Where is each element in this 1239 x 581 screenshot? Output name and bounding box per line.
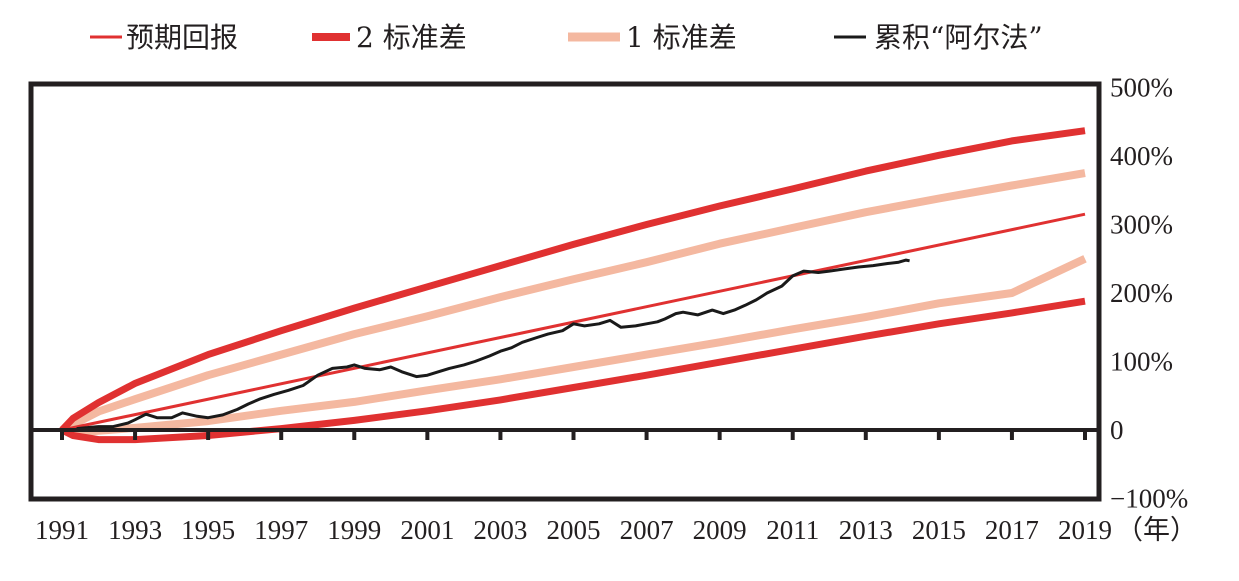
x-tick-label-2005: 2005 bbox=[547, 515, 601, 545]
x-axis-ticks bbox=[60, 430, 1087, 440]
legend-item-2-sd: 2 标准差 bbox=[312, 21, 467, 54]
plot-frame bbox=[28, 81, 1102, 502]
x-tick-label-1997: 1997 bbox=[254, 515, 308, 545]
x-tick-label-1995: 1995 bbox=[181, 515, 235, 545]
y-tick-label-100: 100% bbox=[1110, 347, 1173, 377]
legend-label-expected-return: 预期回报 bbox=[126, 21, 238, 54]
legend-item-1-sd: 1 标准差 bbox=[568, 21, 737, 54]
series-1-sd-lower-line bbox=[61, 255, 1087, 437]
x-tick-label-2003: 2003 bbox=[473, 515, 527, 545]
y-tick-label-300: 300% bbox=[1110, 210, 1173, 240]
legend: 预期回报 2 标准差 1 标准差 累积“阿尔法” bbox=[90, 21, 1043, 54]
x-axis-labels: 1991 1993 1995 1997 1999 2001 2003 2005 2007 2009… bbox=[35, 515, 1112, 545]
x-tick-label-2011: 2011 bbox=[766, 515, 819, 545]
x-tick-label-2015: 2015 bbox=[912, 515, 966, 545]
legend-label-2-sd: 2 标准差 bbox=[356, 21, 467, 54]
legend-item-expected-return: 预期回报 bbox=[90, 21, 238, 54]
series-cumulative-alpha bbox=[76, 258, 910, 431]
x-tick-label-2017: 2017 bbox=[985, 515, 1039, 545]
series-2-sd-upper-line bbox=[59, 127, 1086, 433]
x-tick-label-1993: 1993 bbox=[108, 515, 162, 545]
series-1-sd bbox=[60, 169, 1087, 437]
x-tick-label-1999: 1999 bbox=[327, 515, 381, 545]
x-tick-label-2019: 2019 bbox=[1058, 515, 1112, 545]
legend-label-cumulative-alpha: 累积“阿尔法” bbox=[874, 21, 1043, 54]
series-expected-return-line bbox=[61, 212, 1086, 432]
series-1-sd-upper-line bbox=[60, 169, 1086, 434]
y-tick-label-500: 500% bbox=[1110, 73, 1173, 103]
series-2-sd bbox=[59, 127, 1086, 444]
y-tick-label-200: 200% bbox=[1110, 278, 1173, 308]
series-expected-return bbox=[61, 212, 1086, 432]
legend-item-cumulative-alpha: 累积“阿尔法” bbox=[834, 21, 1043, 54]
x-tick-label-2013: 2013 bbox=[839, 515, 893, 545]
y-tick-label-400: 400% bbox=[1110, 141, 1173, 171]
series-2-sd-lower-line bbox=[60, 297, 1086, 444]
x-axis-unit-label: （年） bbox=[1116, 515, 1197, 546]
x-tick-label-2009: 2009 bbox=[693, 515, 747, 545]
y-axis-labels: 500% 400% 300% 200% 100% 0 −100% bbox=[1110, 73, 1188, 514]
x-tick-label-2007: 2007 bbox=[620, 515, 674, 545]
legend-label-1-sd: 1 标准差 bbox=[626, 21, 737, 54]
series-cumulative-alpha-line bbox=[76, 258, 910, 431]
y-tick-label-0: 0 bbox=[1110, 415, 1124, 445]
x-tick-label-2001: 2001 bbox=[400, 515, 454, 545]
x-tick-label-1991: 1991 bbox=[35, 515, 89, 545]
y-tick-label--100: −100% bbox=[1110, 484, 1188, 514]
